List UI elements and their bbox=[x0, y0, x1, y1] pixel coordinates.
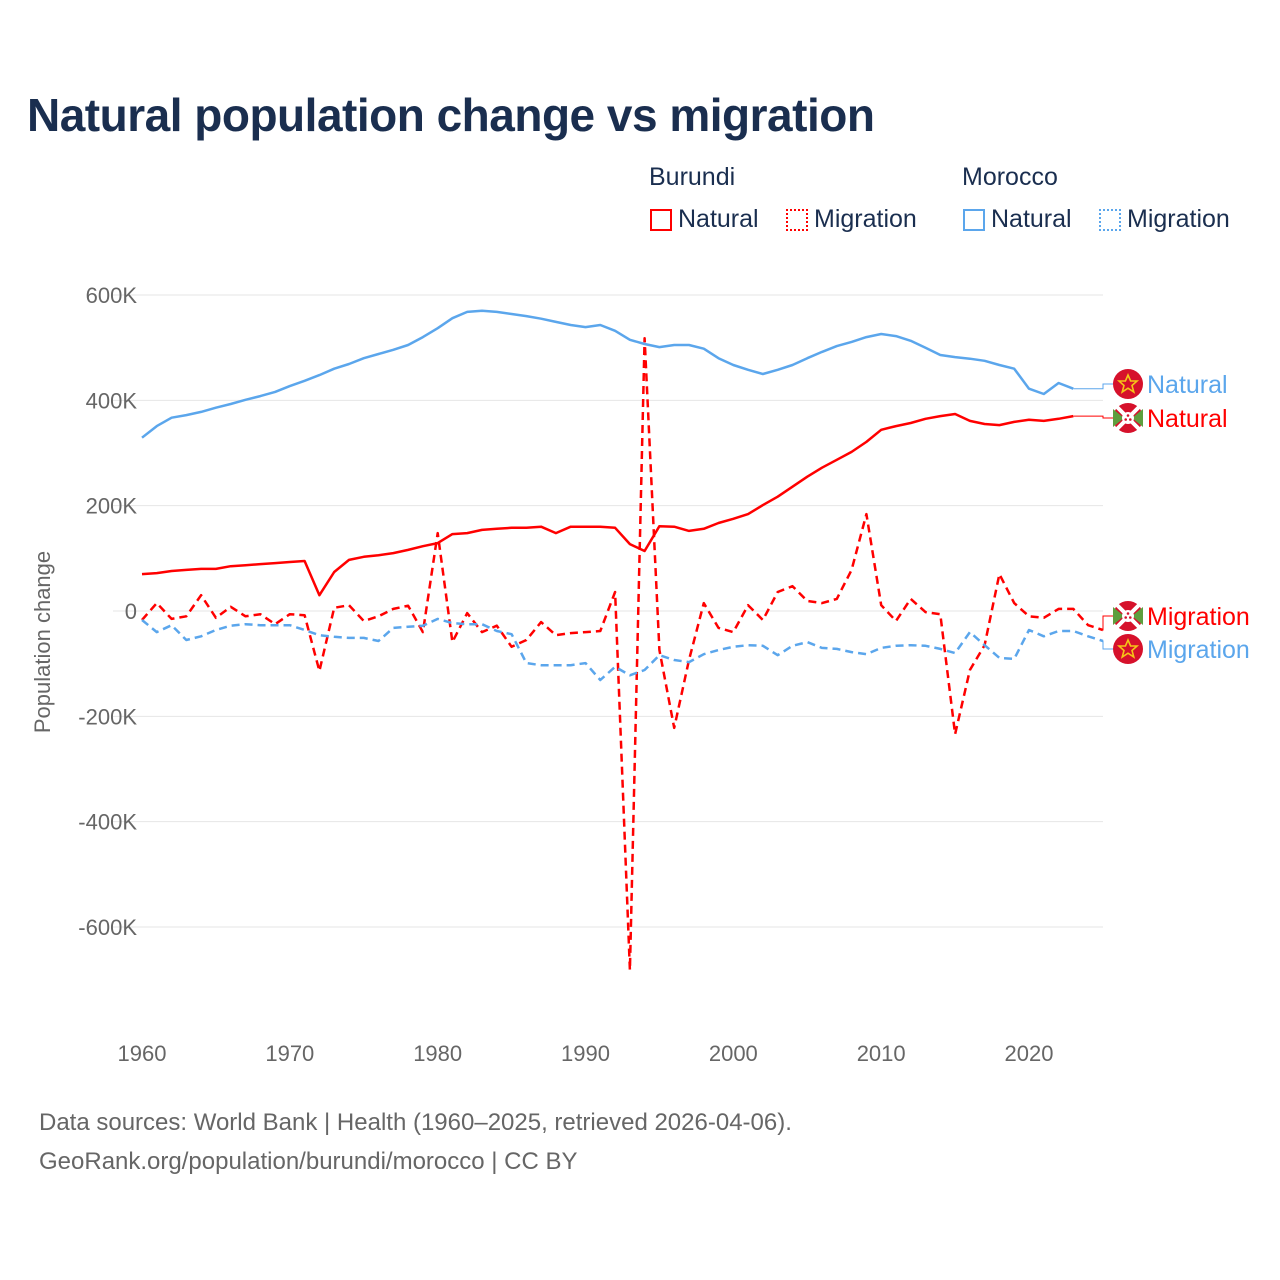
legend-burundi-migration[interactable]: Migration bbox=[786, 205, 917, 234]
burundi-flag-icon bbox=[1113, 601, 1143, 631]
y-tick-label: 400K bbox=[86, 388, 138, 413]
series-line-morocco-migration bbox=[141, 617, 1104, 682]
chart-title: Natural population change vs migration bbox=[27, 89, 875, 141]
x-tick-label: 2000 bbox=[709, 1041, 758, 1066]
star-icon bbox=[1124, 418, 1127, 421]
star-icon bbox=[1116, 637, 1140, 659]
star-icon bbox=[1124, 616, 1127, 619]
legend-label: Migration bbox=[814, 205, 917, 233]
legend-morocco-migration[interactable]: Migration bbox=[1099, 205, 1230, 234]
flag-background bbox=[1113, 634, 1143, 664]
y-tick-label: 600K bbox=[86, 283, 138, 308]
x-tick-label: 1990 bbox=[561, 1041, 610, 1066]
legend-group-morocco: Morocco bbox=[962, 163, 1058, 191]
legend-morocco-natural[interactable]: Natural bbox=[963, 205, 1072, 234]
legend-group-burundi: Burundi bbox=[649, 163, 736, 191]
series-line-burundi-natural bbox=[141, 412, 1074, 597]
series-line-burundi-migration bbox=[141, 336, 1104, 972]
morocco-flag-icon bbox=[1113, 369, 1143, 399]
source-line-1: Data sources: World Bank | Health (1960–… bbox=[39, 1109, 792, 1136]
star-icon bbox=[1129, 616, 1132, 619]
legend-label: Natural bbox=[991, 205, 1072, 233]
x-tick-label: 1960 bbox=[118, 1041, 167, 1066]
flag-disc bbox=[1122, 610, 1134, 622]
label-connector bbox=[1102, 615, 1113, 631]
flag-disc bbox=[1122, 412, 1134, 424]
label-connector bbox=[1073, 383, 1113, 390]
star-icon bbox=[1126, 612, 1130, 615]
x-tick-label: 1980 bbox=[413, 1041, 462, 1066]
series-end-label: Migration bbox=[1147, 603, 1250, 631]
series-line-morocco-natural bbox=[141, 309, 1074, 439]
y-tick-label: -400K bbox=[78, 810, 137, 835]
x-tick-label: 2010 bbox=[857, 1041, 906, 1066]
flag-background bbox=[1113, 369, 1143, 399]
flag-green bbox=[1113, 409, 1143, 427]
star-icon bbox=[1116, 372, 1140, 394]
x-tick-label: 1970 bbox=[265, 1041, 314, 1066]
series-end-label: Migration bbox=[1147, 636, 1250, 664]
legend-swatch-dotted bbox=[786, 208, 808, 231]
star-icon bbox=[1126, 414, 1130, 417]
y-tick-label: -200K bbox=[78, 704, 137, 729]
star-icon bbox=[1129, 418, 1132, 421]
legend-burundi-natural[interactable]: Natural bbox=[650, 205, 759, 234]
series-end-label: Natural bbox=[1147, 405, 1228, 433]
y-tick-label: -600K bbox=[78, 915, 137, 940]
label-connector bbox=[1073, 415, 1113, 419]
flag-green bbox=[1113, 607, 1143, 625]
series-end-label: Natural bbox=[1147, 371, 1228, 399]
y-tick-label: 200K bbox=[86, 494, 138, 519]
legend-label: Migration bbox=[1127, 205, 1230, 233]
burundi-flag-icon bbox=[1113, 403, 1143, 433]
legend-swatch-dotted bbox=[1099, 208, 1121, 231]
morocco-flag-icon bbox=[1113, 634, 1143, 664]
label-connector bbox=[1102, 640, 1113, 650]
legend-swatch-solid bbox=[650, 208, 672, 231]
x-tick-label: 2020 bbox=[1005, 1041, 1054, 1066]
legend-label: Natural bbox=[678, 205, 759, 233]
legend-swatch-solid bbox=[963, 208, 985, 231]
y-axis-label: Population change bbox=[30, 551, 55, 733]
y-tick-label: 0 bbox=[125, 599, 137, 624]
source-line-2[interactable]: GeoRank.org/population/burundi/morocco |… bbox=[39, 1148, 578, 1175]
